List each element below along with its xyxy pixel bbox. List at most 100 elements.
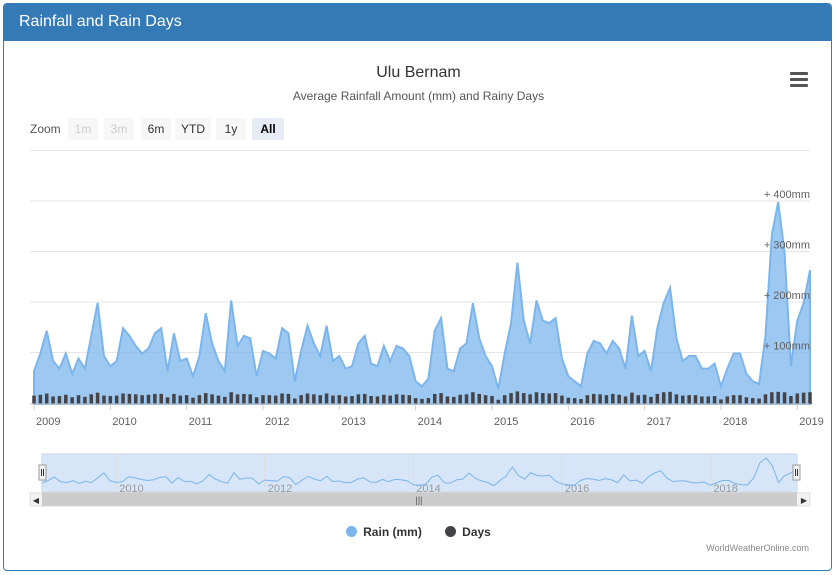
days-bar xyxy=(248,394,253,404)
days-bar xyxy=(369,396,373,404)
x-tick-label: 2015 xyxy=(494,416,518,428)
legend-item-rain[interactable]: Rain (mm) xyxy=(346,525,422,539)
days-bar xyxy=(795,393,800,404)
days-bar xyxy=(95,392,100,404)
days-bar xyxy=(337,395,342,404)
days-bar xyxy=(687,395,691,404)
zoom-3m-button[interactable]: 3m xyxy=(104,118,134,140)
days-bar xyxy=(458,394,462,404)
days-bar xyxy=(70,397,74,404)
days-bar xyxy=(445,396,450,404)
zoom-ytd-button[interactable]: YTD xyxy=(175,118,211,140)
zoom-1y-button[interactable]: 1y xyxy=(216,118,246,140)
days-bar xyxy=(782,392,787,404)
scrollbar-thumb xyxy=(42,493,797,506)
legend-marker-rain xyxy=(346,526,358,537)
navigator[interactable]: 2010 2012 2014 2016 2018 ◀ ▶ ||| xyxy=(4,452,832,512)
days-bar xyxy=(763,394,768,404)
x-axis-labels: 2009 2010 2011 2012 2013 2014 2015 2016 2017 2018… xyxy=(33,404,824,428)
x-tick-label: 2012 xyxy=(265,416,289,428)
days-bar xyxy=(44,393,49,404)
days-bar xyxy=(197,395,202,404)
days-bar xyxy=(267,395,272,404)
days-bar xyxy=(242,393,246,404)
days-bar xyxy=(770,392,774,404)
chart-subtitle: Average Rainfall Amount (mm) and Rainy D… xyxy=(292,89,545,103)
days-bar xyxy=(585,395,590,404)
days-bar xyxy=(401,394,405,404)
days-bar xyxy=(210,394,214,404)
navigator-ticks: 2010 2012 2014 2016 2018 xyxy=(115,454,738,495)
days-bar xyxy=(515,391,520,404)
days-bar xyxy=(744,397,749,404)
scrollbar-grip: ||| xyxy=(415,495,422,505)
x-tick-label: 2009 xyxy=(36,416,60,428)
days-bar xyxy=(140,395,144,404)
days-bar xyxy=(121,393,125,404)
grid-lines xyxy=(30,150,810,404)
days-bar xyxy=(547,393,551,404)
days-bar xyxy=(642,394,647,404)
days-bar xyxy=(127,393,132,404)
navigator-tick-label: 2012 xyxy=(268,483,292,495)
days-bar xyxy=(528,394,532,404)
hamburger-menu-icon[interactable] xyxy=(790,72,808,88)
days-bar xyxy=(223,396,227,404)
days-bar xyxy=(725,396,730,404)
navigator-right-handle xyxy=(792,464,801,481)
days-bar xyxy=(674,394,679,404)
navigator-tick-label: 2018 xyxy=(713,483,737,495)
days-bar xyxy=(305,393,310,404)
days-bar xyxy=(229,392,233,404)
days-bar xyxy=(102,395,106,404)
days-bar xyxy=(509,393,513,404)
credit-link[interactable]: WorldWeatherOnline.com xyxy=(706,543,809,553)
days-bar xyxy=(51,396,55,404)
days-bar xyxy=(477,393,481,404)
days-bars xyxy=(32,391,812,404)
days-bar xyxy=(312,394,316,404)
rain-area xyxy=(33,201,811,405)
navigator-left-handle xyxy=(38,464,47,481)
days-bar xyxy=(604,395,609,404)
days-bar xyxy=(32,395,36,404)
days-bar xyxy=(452,396,456,404)
days-bar xyxy=(731,395,736,404)
zoom-6m-button[interactable]: 6m xyxy=(141,118,171,140)
days-bar xyxy=(522,393,526,404)
legend-label-days: Days xyxy=(462,525,491,539)
x-tick-label: 2013 xyxy=(341,416,365,428)
y-tick-label: + 100mm xyxy=(764,341,810,353)
x-tick-label: 2018 xyxy=(723,416,747,428)
days-bar xyxy=(566,397,571,404)
days-bar xyxy=(178,395,183,404)
panel-title: Rainfall and Rain Days xyxy=(4,4,831,41)
days-bar xyxy=(636,395,641,404)
days-bar xyxy=(738,395,742,404)
days-bar xyxy=(83,396,87,404)
days-bar xyxy=(808,392,812,404)
days-bar xyxy=(114,395,119,404)
days-bar xyxy=(407,395,412,404)
days-bar xyxy=(286,393,291,404)
days-bar xyxy=(426,398,431,404)
days-bar xyxy=(751,398,755,404)
days-bar xyxy=(617,394,621,404)
days-bar xyxy=(439,393,443,404)
navigator-series-line xyxy=(41,457,798,487)
days-bar xyxy=(153,393,157,404)
days-bar xyxy=(57,396,62,404)
days-bar xyxy=(184,395,189,404)
days-bar xyxy=(76,395,81,404)
navigator-tick-label: 2014 xyxy=(416,483,440,495)
x-tick-label: 2010 xyxy=(112,416,136,428)
days-bar xyxy=(280,393,284,404)
days-bar xyxy=(471,392,475,404)
zoom-all-button[interactable]: All xyxy=(252,118,284,140)
days-bar xyxy=(560,395,564,404)
x-tick-label: 2017 xyxy=(647,416,671,428)
days-bar xyxy=(681,395,685,404)
legend-item-days[interactable]: Days xyxy=(445,525,491,539)
zoom-1m-button[interactable]: 1m xyxy=(68,118,98,140)
legend: Rain (mm) Days xyxy=(4,525,831,539)
